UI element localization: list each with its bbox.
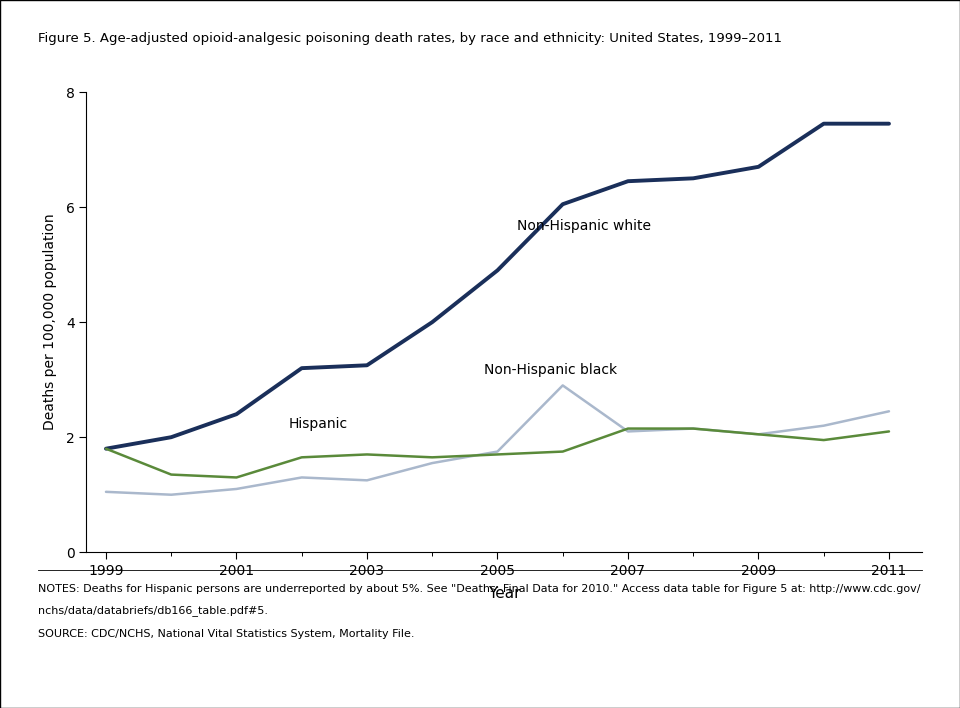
Text: Non-Hispanic white: Non-Hispanic white (517, 219, 651, 233)
X-axis label: Year: Year (488, 586, 520, 601)
Text: Hispanic: Hispanic (289, 418, 348, 431)
Text: Non-Hispanic black: Non-Hispanic black (485, 362, 617, 377)
Text: Figure 5. Age-adjusted opioid-analgesic poisoning death rates, by race and ethni: Figure 5. Age-adjusted opioid-analgesic … (38, 32, 782, 45)
Text: nchs/data/databriefs/db166_table.pdf#5.: nchs/data/databriefs/db166_table.pdf#5. (38, 605, 269, 616)
Text: NOTES: Deaths for Hispanic persons are underreported by about 5%. See "Deaths: F: NOTES: Deaths for Hispanic persons are u… (38, 584, 921, 594)
Y-axis label: Deaths per 100,000 population: Deaths per 100,000 population (43, 214, 58, 430)
Text: SOURCE: CDC/NCHS, National Vital Statistics System, Mortality File.: SOURCE: CDC/NCHS, National Vital Statist… (38, 629, 415, 639)
